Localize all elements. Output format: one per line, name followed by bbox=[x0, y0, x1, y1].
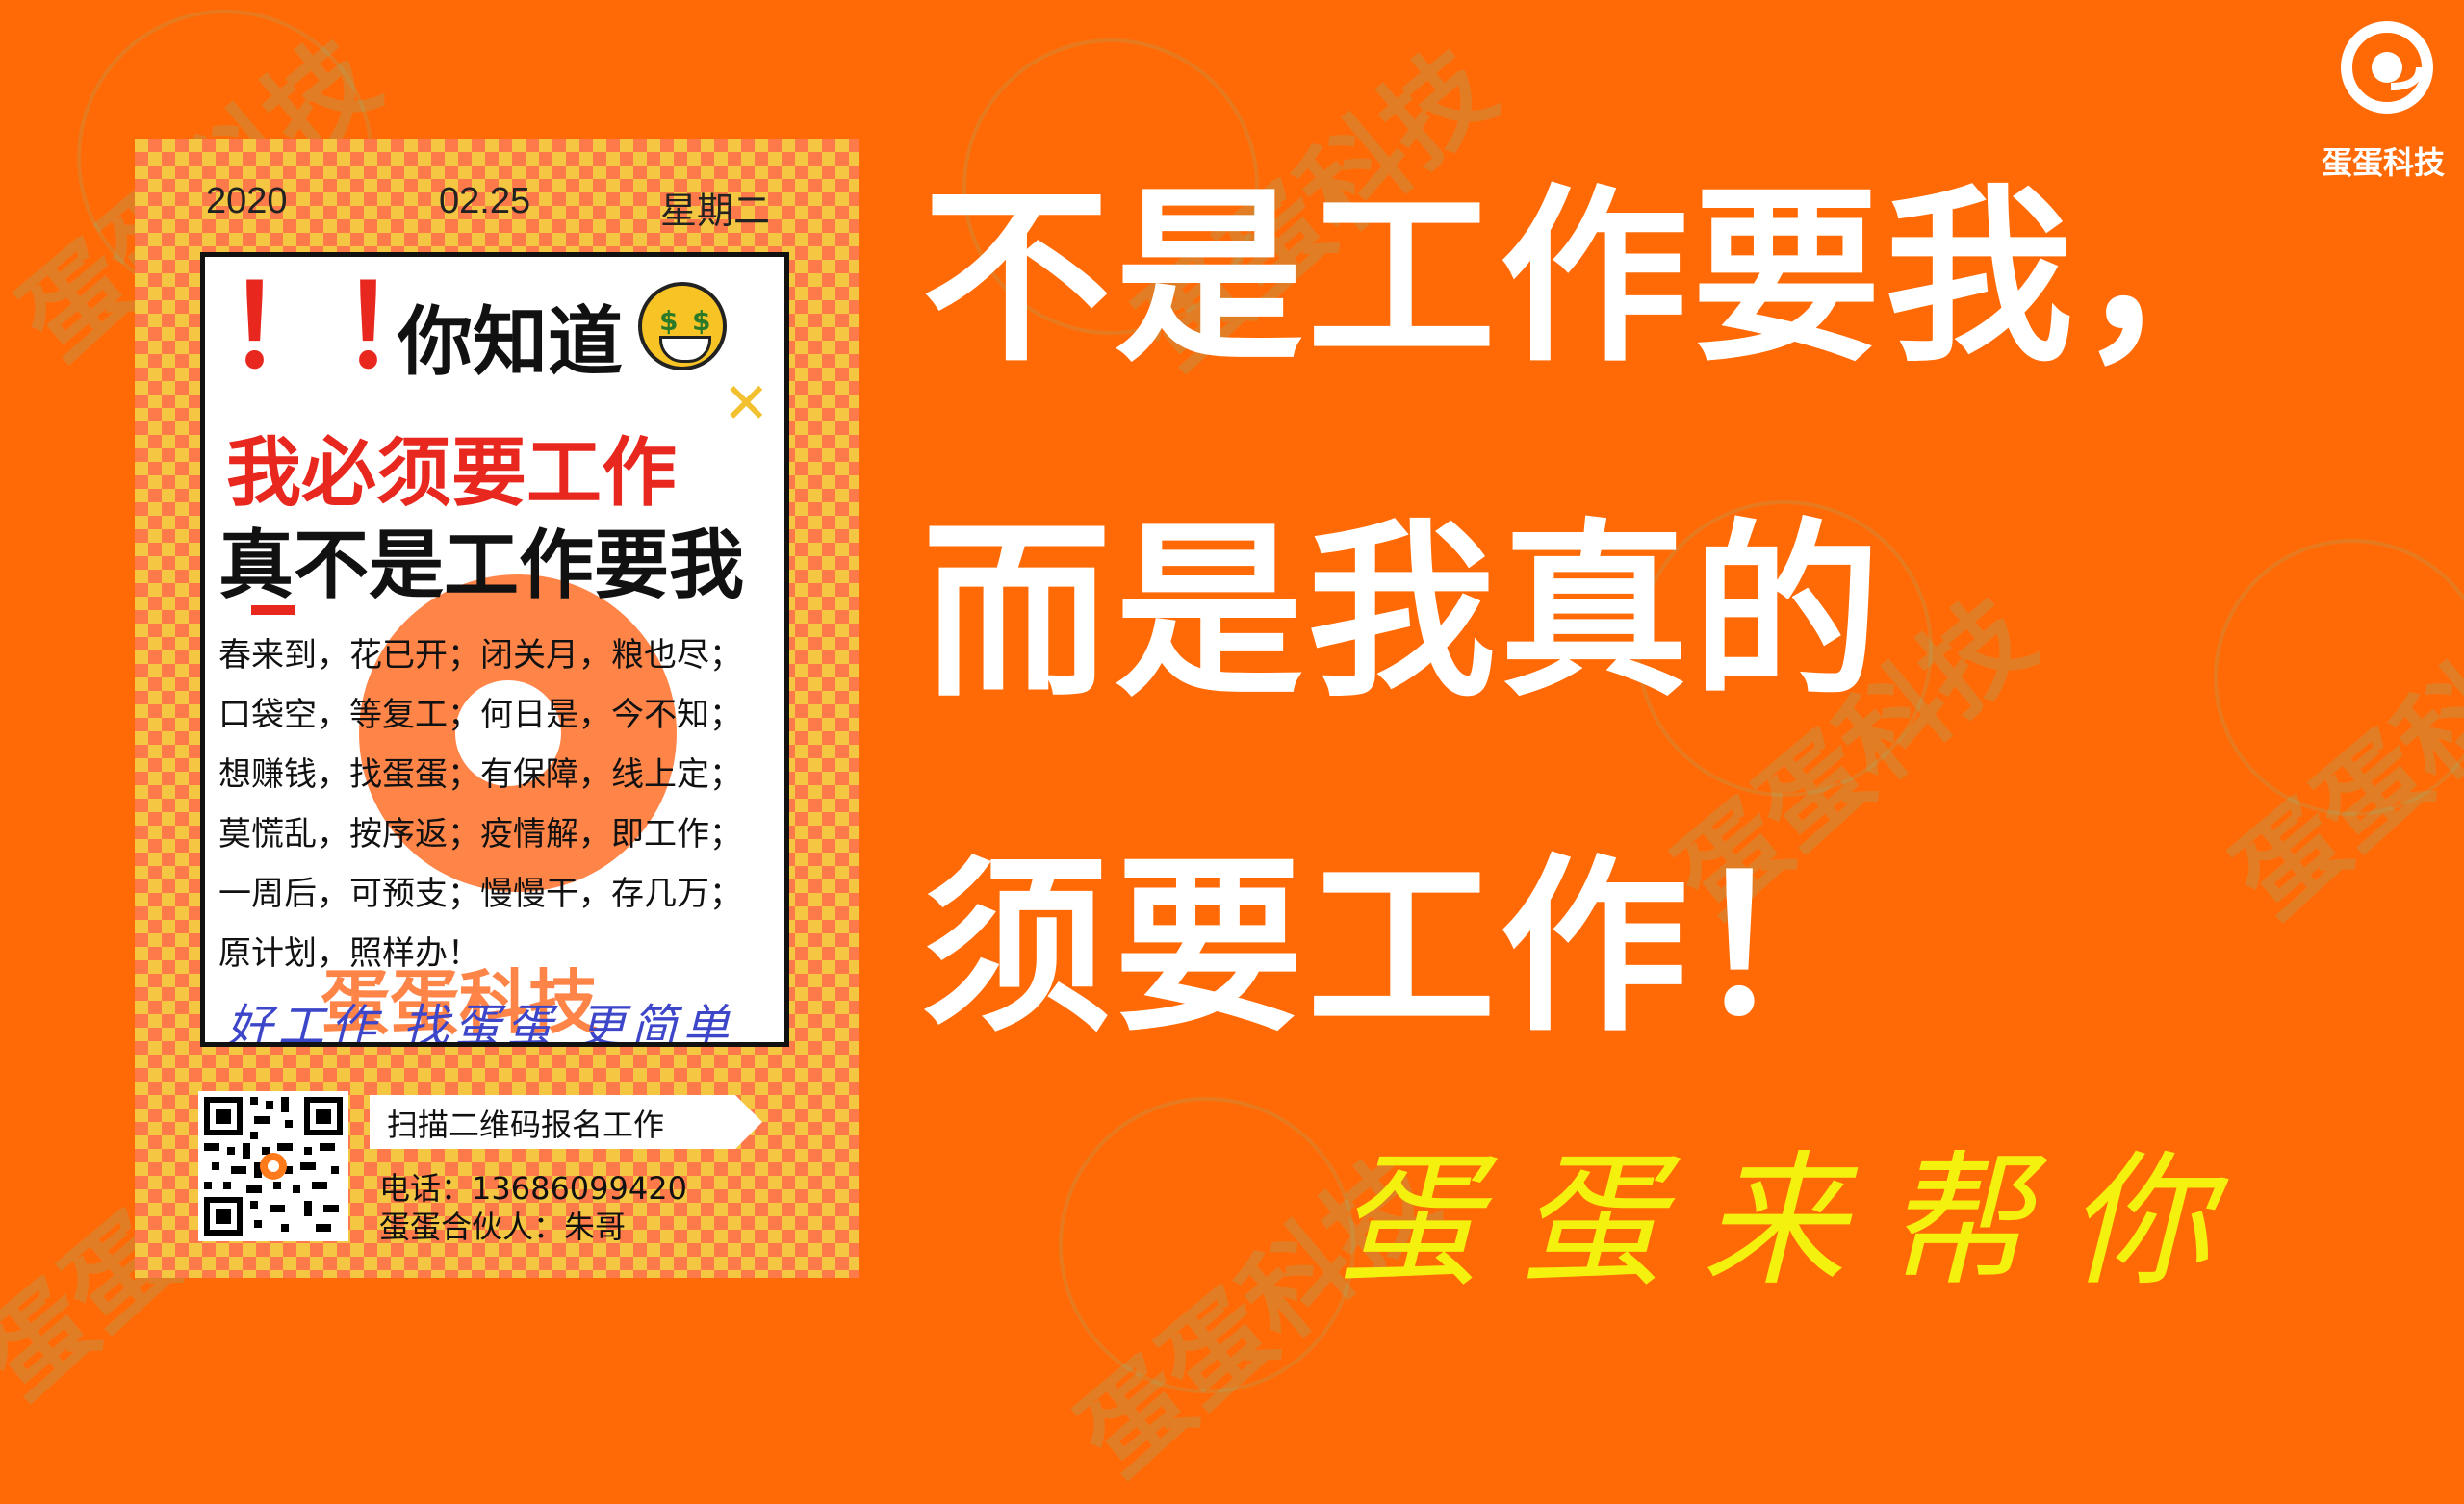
cross-decoration-icon: ✕ bbox=[723, 370, 770, 436]
headline-line-1: 不是工作要我， bbox=[922, 168, 2271, 388]
qr-label-banner: 扫描二维码报名工作 bbox=[370, 1095, 762, 1149]
brand-logo-watermark bbox=[359, 574, 677, 892]
poster-year: 2020 bbox=[206, 181, 288, 221]
exclamation-marks: ！！ bbox=[226, 261, 454, 394]
headline-black: 真不是工作要我 bbox=[218, 523, 745, 609]
corner-brand-name: 蛋蛋科技 bbox=[2322, 144, 2446, 181]
headline-red: 我必须要工作 bbox=[226, 430, 678, 517]
partner-name: 蛋蛋合伙人：朱哥 bbox=[379, 1209, 627, 1245]
verse-line: 原计划，照样办！ bbox=[218, 934, 480, 973]
verse-line: 一周后，可预支；慢慢干，存几万； bbox=[218, 875, 742, 913]
poster-weekday: 星期二 bbox=[660, 191, 771, 232]
qr-code[interactable] bbox=[198, 1091, 348, 1241]
poster-card: ！！ 你知道 $ $ ✕ 我必须要工作 真不是工作要我 春来到，花已开；闭关月，… bbox=[200, 252, 789, 1047]
watermark-ring bbox=[1059, 1097, 1355, 1393]
verse-line: 春来到，花已开；闭关月，粮也尽； bbox=[218, 636, 742, 675]
headline-line-3: 须要工作！ bbox=[922, 838, 1886, 1058]
watermark-ring bbox=[2214, 539, 2464, 816]
subline-help: 蛋蛋来帮你 bbox=[1336, 1138, 2251, 1306]
poster: 2020 02.25 星期二 ！！ 你知道 $ $ ✕ 我必须要工作 真不是工作… bbox=[135, 139, 859, 1278]
qr-label: 扫描二维码报名工作 bbox=[387, 1107, 665, 1143]
verse-line: 口袋空，等复工；何日是，今不知； bbox=[218, 696, 742, 734]
accent-underline bbox=[251, 605, 295, 615]
money-smile-emoji-icon: $ $ bbox=[638, 282, 727, 370]
headline-line-2: 而是我真的 bbox=[922, 503, 1886, 723]
know-heading: 你知道 bbox=[398, 299, 624, 386]
background-watermark: 蛋蛋科技 bbox=[2210, 574, 2464, 942]
brand-logo-icon bbox=[2329, 19, 2445, 115]
verse-line: 想赚钱，找蛋蛋；有保障，线上定； bbox=[218, 755, 742, 794]
poster-date: 02.25 bbox=[439, 181, 531, 221]
slogan: 好工作 找蛋蛋 更简单 bbox=[226, 1000, 735, 1047]
phone-number: 电话：13686099420 bbox=[379, 1170, 687, 1207]
brand-watermark-text: 蛋蛋科技 bbox=[321, 962, 599, 1043]
verse-line: 莫慌乱，按序返；疫情解，即工作； bbox=[218, 815, 742, 854]
